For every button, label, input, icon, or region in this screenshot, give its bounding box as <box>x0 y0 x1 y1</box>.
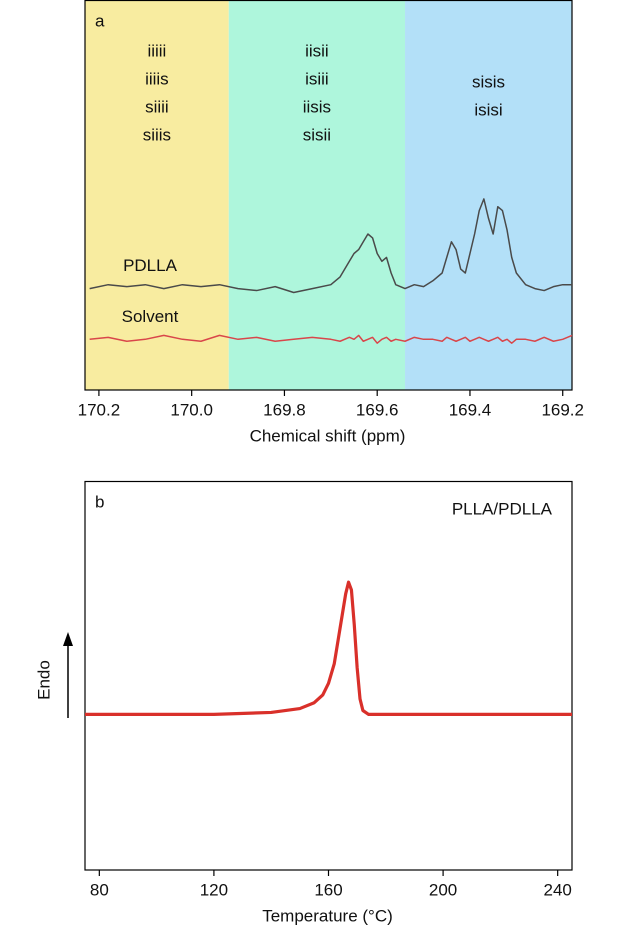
panel-label: b <box>95 492 104 511</box>
endo-arrowhead <box>63 632 73 646</box>
region-label: isisi <box>474 100 502 119</box>
series-label: Solvent <box>122 307 179 326</box>
x-tick-label: 169.2 <box>541 400 584 419</box>
region <box>405 0 572 390</box>
x-tick-label: 120 <box>200 880 228 899</box>
x-axis-title: Chemical shift (ppm) <box>250 426 406 445</box>
plot-frame <box>84 0 573 391</box>
region <box>85 0 229 390</box>
x-tick-label: 169.4 <box>449 400 492 419</box>
x-tick-label: 200 <box>429 880 457 899</box>
x-tick-label: 240 <box>543 880 571 899</box>
region-label: iiiis <box>145 69 169 88</box>
x-tick-label: 170.2 <box>78 400 121 419</box>
region <box>228 0 406 390</box>
region-label: sisis <box>472 72 505 91</box>
annotation: PLLA/PDLLA <box>452 499 553 518</box>
region-label: iiiii <box>147 41 166 60</box>
plot-frame <box>84 480 573 871</box>
x-tick-label: 80 <box>90 880 109 899</box>
x-axis-title: Temperature (°C) <box>262 906 393 925</box>
series-line <box>89 198 572 294</box>
region-label: iisii <box>305 41 329 60</box>
region-label: iisis <box>303 97 331 116</box>
region-label: isiii <box>305 69 329 88</box>
x-tick-label: 169.8 <box>263 400 306 419</box>
x-tick-label: 160 <box>314 880 342 899</box>
x-tick-label: 169.6 <box>356 400 399 419</box>
y-axis-title: Endo <box>34 660 53 700</box>
series-line <box>85 580 572 716</box>
region-label: siiis <box>143 125 171 144</box>
panel-label: a <box>95 11 105 30</box>
region-label: siiii <box>145 97 169 116</box>
series-line <box>89 334 573 344</box>
x-tick-label: 170.0 <box>170 400 213 419</box>
series-label: PDLLA <box>123 256 178 275</box>
region-label: sisii <box>303 125 331 144</box>
